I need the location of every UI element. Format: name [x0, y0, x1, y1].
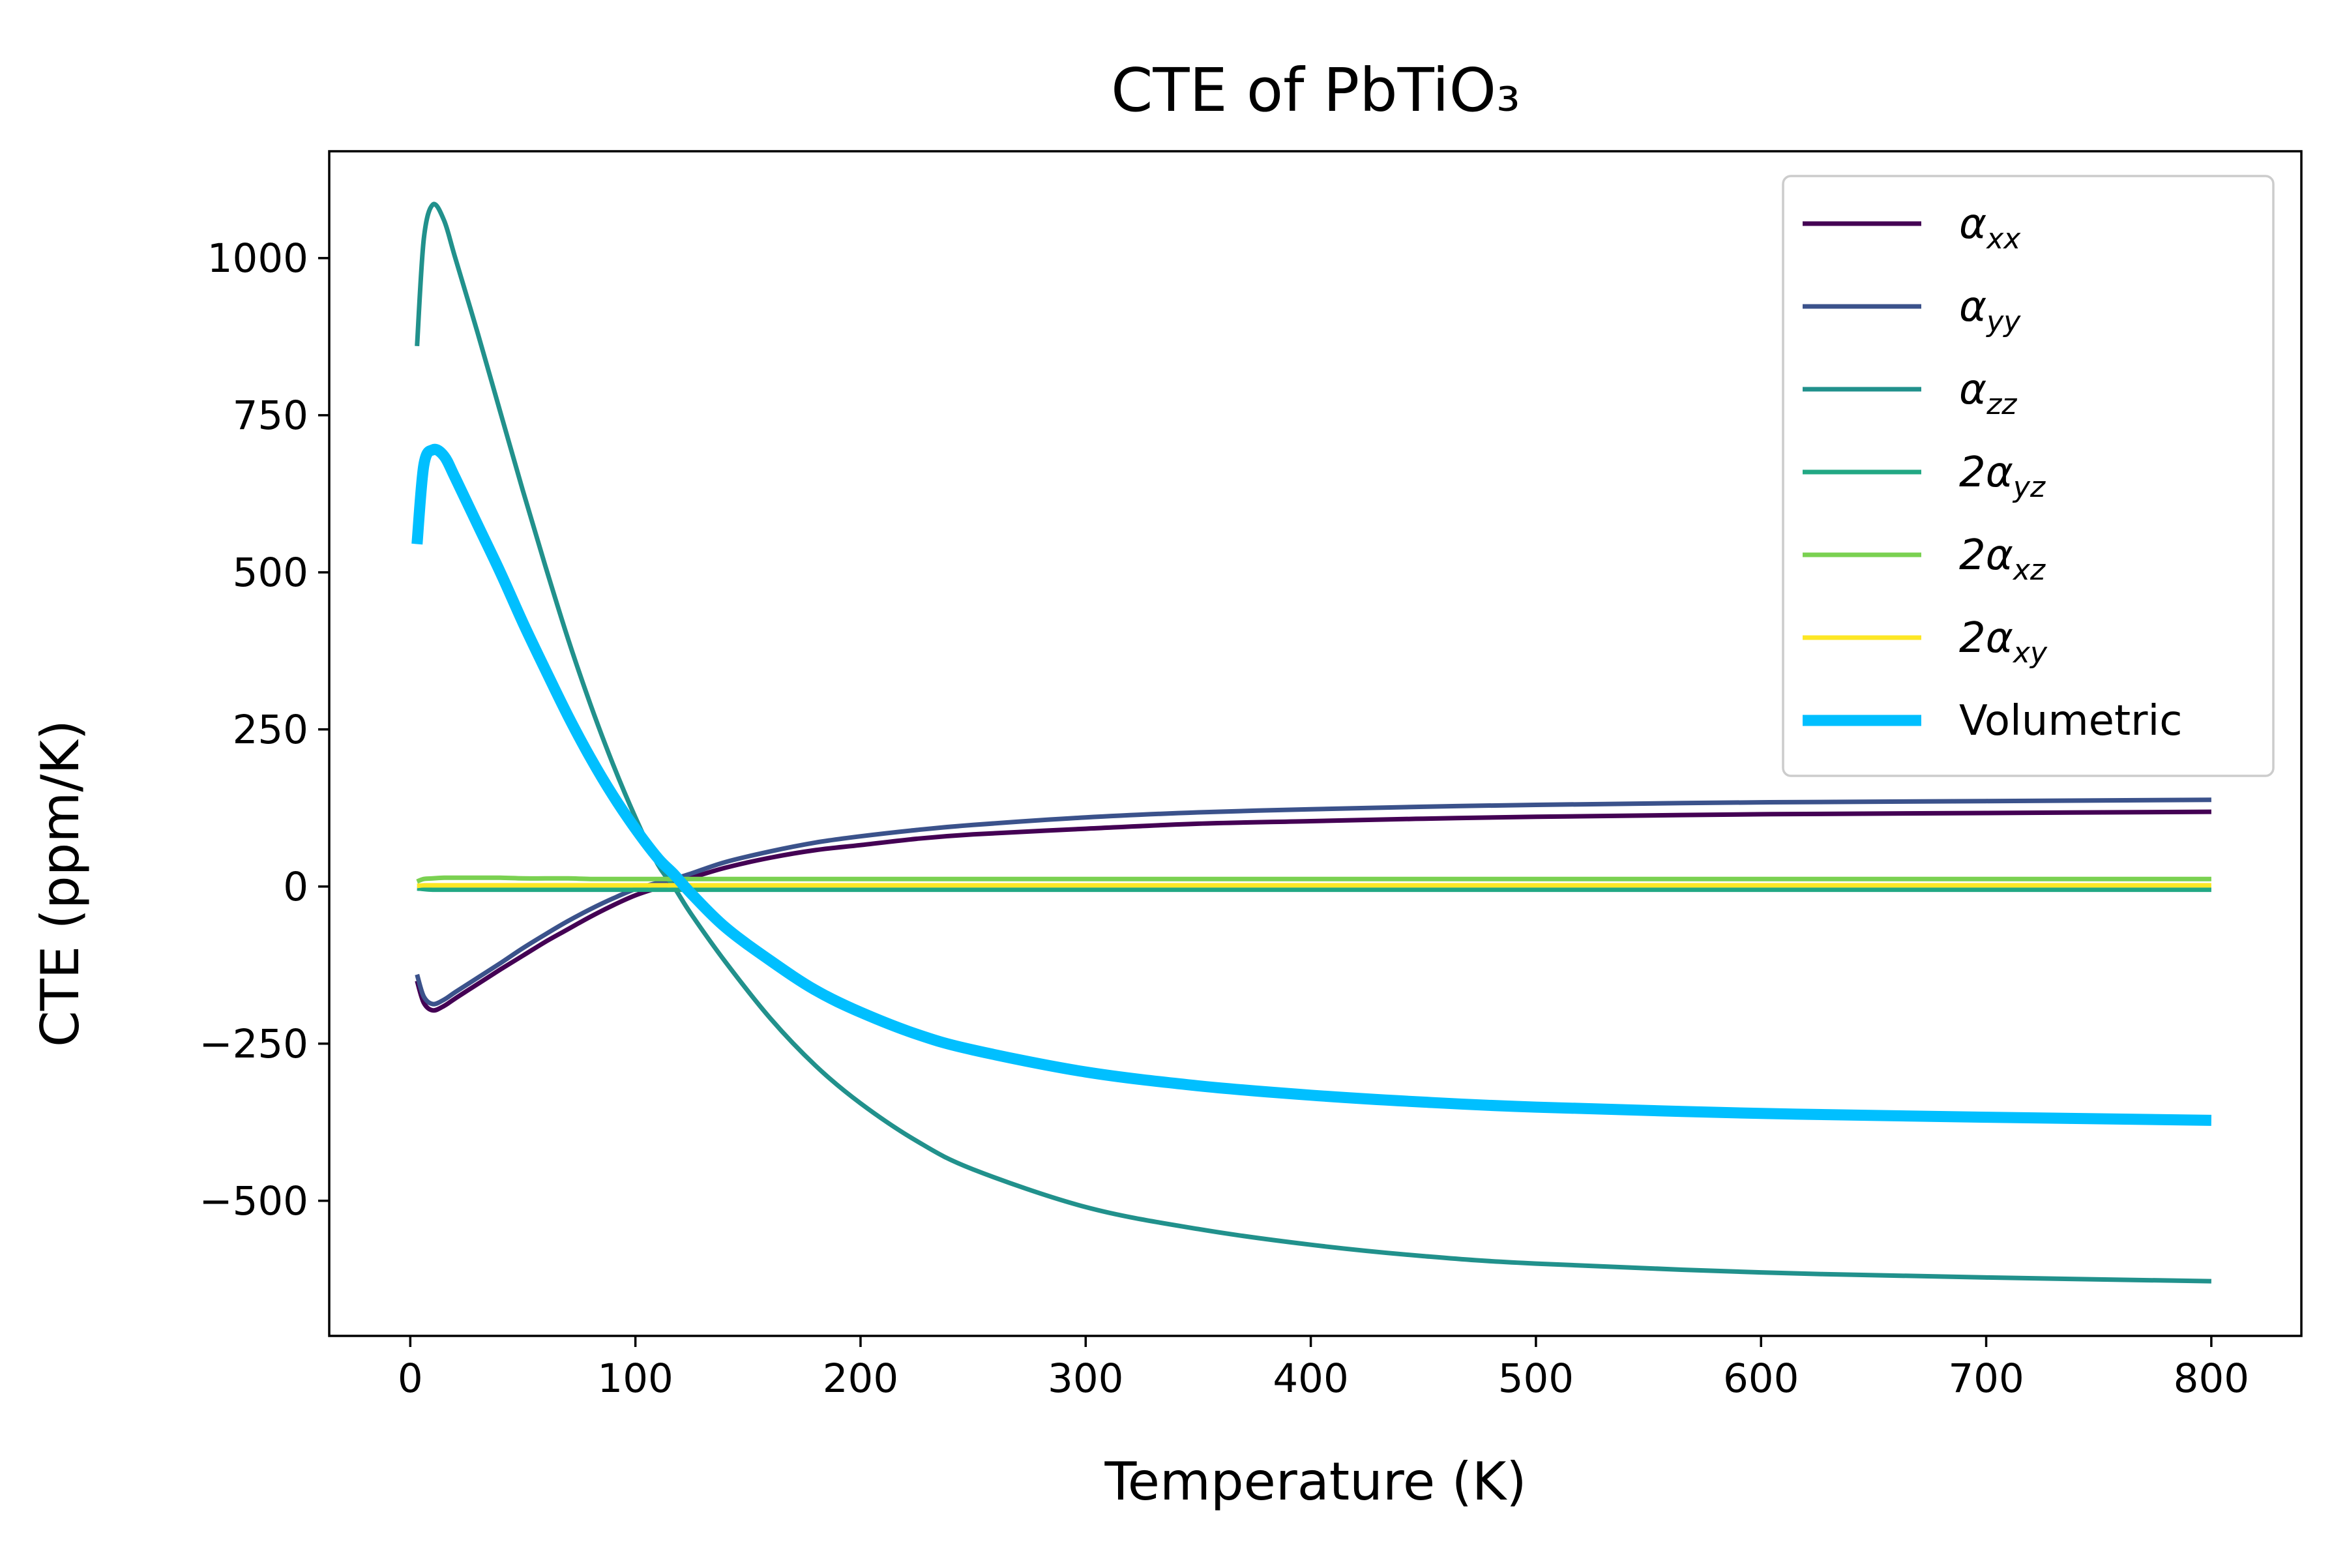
series-line-2xy-5 [417, 883, 2211, 889]
x-tick-label: 200 [823, 1355, 898, 1402]
legend-label: αzz [1959, 366, 2017, 421]
series-line-zz-2 [415, 201, 2211, 1284]
y-tick-label: −500 [199, 1178, 308, 1224]
y-axis: −500 −250 0 250 500 750 1000 [199, 235, 329, 1224]
series-line-yy-1 [415, 797, 2211, 1007]
x-tick-label: 700 [1948, 1355, 2024, 1402]
legend-label: 2αxz [1959, 531, 2046, 587]
x-tick-label: 400 [1273, 1355, 1348, 1402]
x-tick-label: 800 [2174, 1355, 2249, 1402]
series-line-volumetric-6 [411, 443, 2212, 1126]
series-line-2yz-3 [417, 886, 2211, 893]
legend-label: 2αyz [1959, 449, 2046, 504]
y-tick-label: 750 [233, 392, 308, 439]
y-tick-label: 1000 [207, 235, 308, 282]
plot-area-frame [328, 150, 2303, 1337]
x-axis-title: Temperature (K) [1104, 1451, 1526, 1512]
legend-label: αyy [1959, 283, 2021, 338]
legend: αxx αyy αzz 2αyz 2αxz 2αxy Volumetric [1782, 175, 2275, 777]
y-axis-title: CTE (ppm/K) [30, 720, 91, 1047]
legend-label: αxx [1959, 200, 2021, 256]
x-tick-label: 300 [1048, 1355, 1123, 1402]
series-layer [411, 201, 2212, 1284]
x-tick-label: 600 [1723, 1355, 1799, 1402]
x-tick-label: 0 [398, 1355, 423, 1402]
legend-label: 2αxy [1959, 614, 2048, 670]
y-tick-label: −250 [199, 1021, 308, 1067]
x-tick-label: 500 [1498, 1355, 1574, 1402]
x-axis: 0 100 200 300 400 500 600 700 800 [398, 1336, 2249, 1402]
y-tick-label: 500 [233, 550, 308, 596]
x-tick-label: 100 [597, 1355, 673, 1402]
series-line-2xz-4 [416, 875, 2211, 884]
series-line-xx-0 [415, 809, 2211, 1013]
legend-label: Volumetric [1959, 697, 2182, 745]
y-tick-label: 250 [233, 707, 308, 753]
chart-title: CTE of PbTiO₃ [1111, 55, 1520, 125]
legend-box [1782, 175, 2275, 777]
y-tick-label: 0 [283, 864, 308, 910]
